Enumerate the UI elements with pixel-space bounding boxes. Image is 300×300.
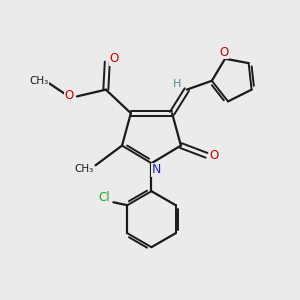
Text: CH₃: CH₃ [75,164,94,174]
Text: N: N [152,163,161,176]
Text: Cl: Cl [99,191,110,204]
Text: CH₃: CH₃ [29,76,49,85]
Text: H: H [173,79,182,89]
Text: O: O [219,46,228,59]
Text: O: O [64,89,74,102]
Text: O: O [109,52,119,65]
Text: O: O [209,149,218,162]
